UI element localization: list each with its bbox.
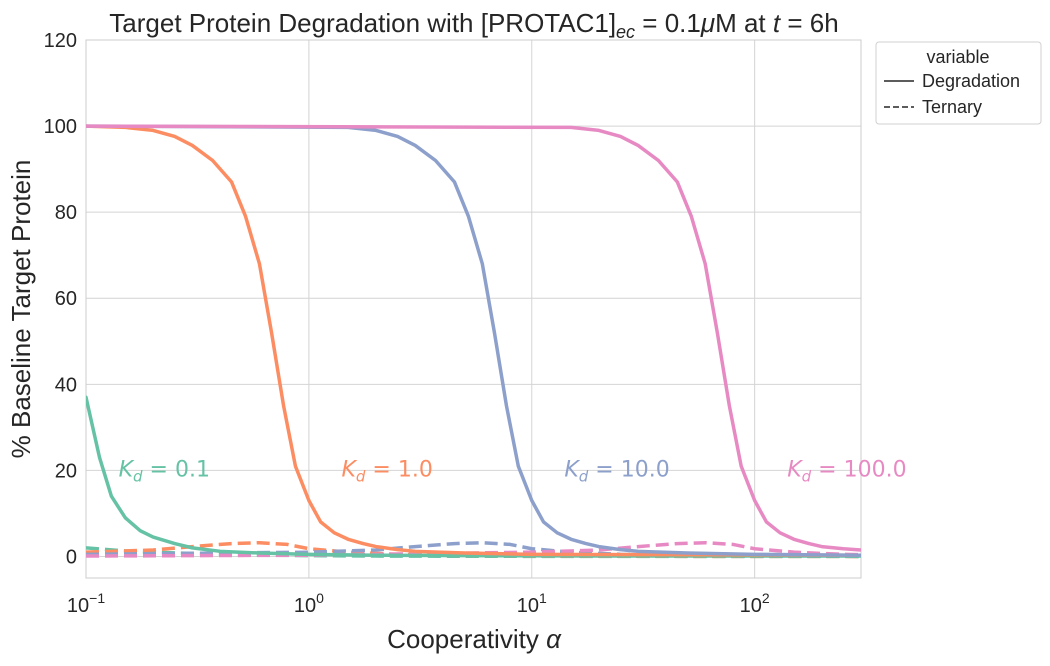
x-axis-label-symbol: α [546,624,562,654]
chart-title: Target Protein Degradation with [PROTAC1… [109,8,838,42]
x-tick-label: 102 [740,590,770,617]
plot-area [86,40,861,578]
x-tick-label: 10−1 [67,590,105,617]
degradation-line-kd-0 [86,395,861,558]
title-subscript: ec [616,22,635,42]
legend-entry-degradation: Degradation [922,71,1020,91]
kd-symbol: K [341,457,357,482]
kd-value: = 0.1 [143,457,210,482]
y-axis-label: % Baseline Target Protein [6,160,36,459]
y-tick-label: 40 [55,374,77,396]
y-tick-label: 20 [55,460,77,482]
title-suffix: = 6h [780,8,839,38]
legend-entry-ternary: Ternary [922,97,982,117]
title-t: t [773,8,782,38]
kd-symbol: K [119,457,135,482]
x-axis-ticks: 10−1 100 101 102 [67,590,770,617]
kd-subscript: d [133,467,143,485]
degradation-line-kd-1 [86,124,861,557]
kd-subscript: d [579,467,589,485]
y-axis-ticks: 0 20 40 60 80 100 120 [44,30,77,568]
degradation-line-kd-2 [86,124,861,557]
x-tick-exponent: −1 [89,590,105,606]
x-tick-exponent: 0 [316,590,324,606]
x-tick-base: 10 [740,595,762,617]
kd-value: = 100.0 [811,457,906,482]
x-axis-label: Cooperativity α [387,624,562,654]
y-tick-label: 100 [44,116,77,138]
x-axis-label-text: Cooperativity [387,624,546,654]
y-tick-label: 120 [44,30,77,52]
kd-symbol: K [564,457,580,482]
kd-subscript: d [356,467,366,485]
legend: variable Degradation Ternary [875,41,1042,125]
kd-annotation: Kd = 100.0 [787,457,906,485]
y-tick-label: 0 [66,546,77,568]
x-tick-exponent: 2 [762,590,770,606]
y-tick-label: 80 [55,202,77,224]
x-tick-exponent: 1 [539,590,547,606]
x-tick-base: 10 [517,595,539,617]
y-tick-label: 60 [55,288,77,310]
title-prefix: Target Protein Degradation with [PROTAC1… [109,8,616,38]
kd-annotation: Kd = 10.0 [564,457,669,485]
title-middle: = 0.1 [635,8,701,38]
x-tick-base: 10 [67,595,89,617]
kd-subscript: d [802,467,812,485]
x-tick-label: 100 [294,590,324,617]
plot-frame [85,39,862,579]
title-after-mu: M at [715,8,773,38]
series-lines [86,124,861,559]
kd-value: = 1.0 [365,457,432,482]
kd-annotation: Kd = 0.1 [119,457,210,485]
kd-labels: Kd = 0.1 Kd = 1.0 Kd = 10.0 Kd = 100.0 [119,457,907,485]
kd-annotation: Kd = 1.0 [341,457,432,485]
title-mu: μ [700,8,715,38]
legend-title: variable [926,47,989,67]
x-tick-base: 10 [294,595,316,617]
ternary-line-kd-2 [86,540,861,559]
kd-value: = 10.0 [588,457,669,482]
x-tick-label: 101 [517,590,547,617]
degradation-line-kd-3 [86,124,861,552]
legend-box [875,41,1042,125]
kd-symbol: K [787,457,803,482]
series-layer [86,124,861,559]
